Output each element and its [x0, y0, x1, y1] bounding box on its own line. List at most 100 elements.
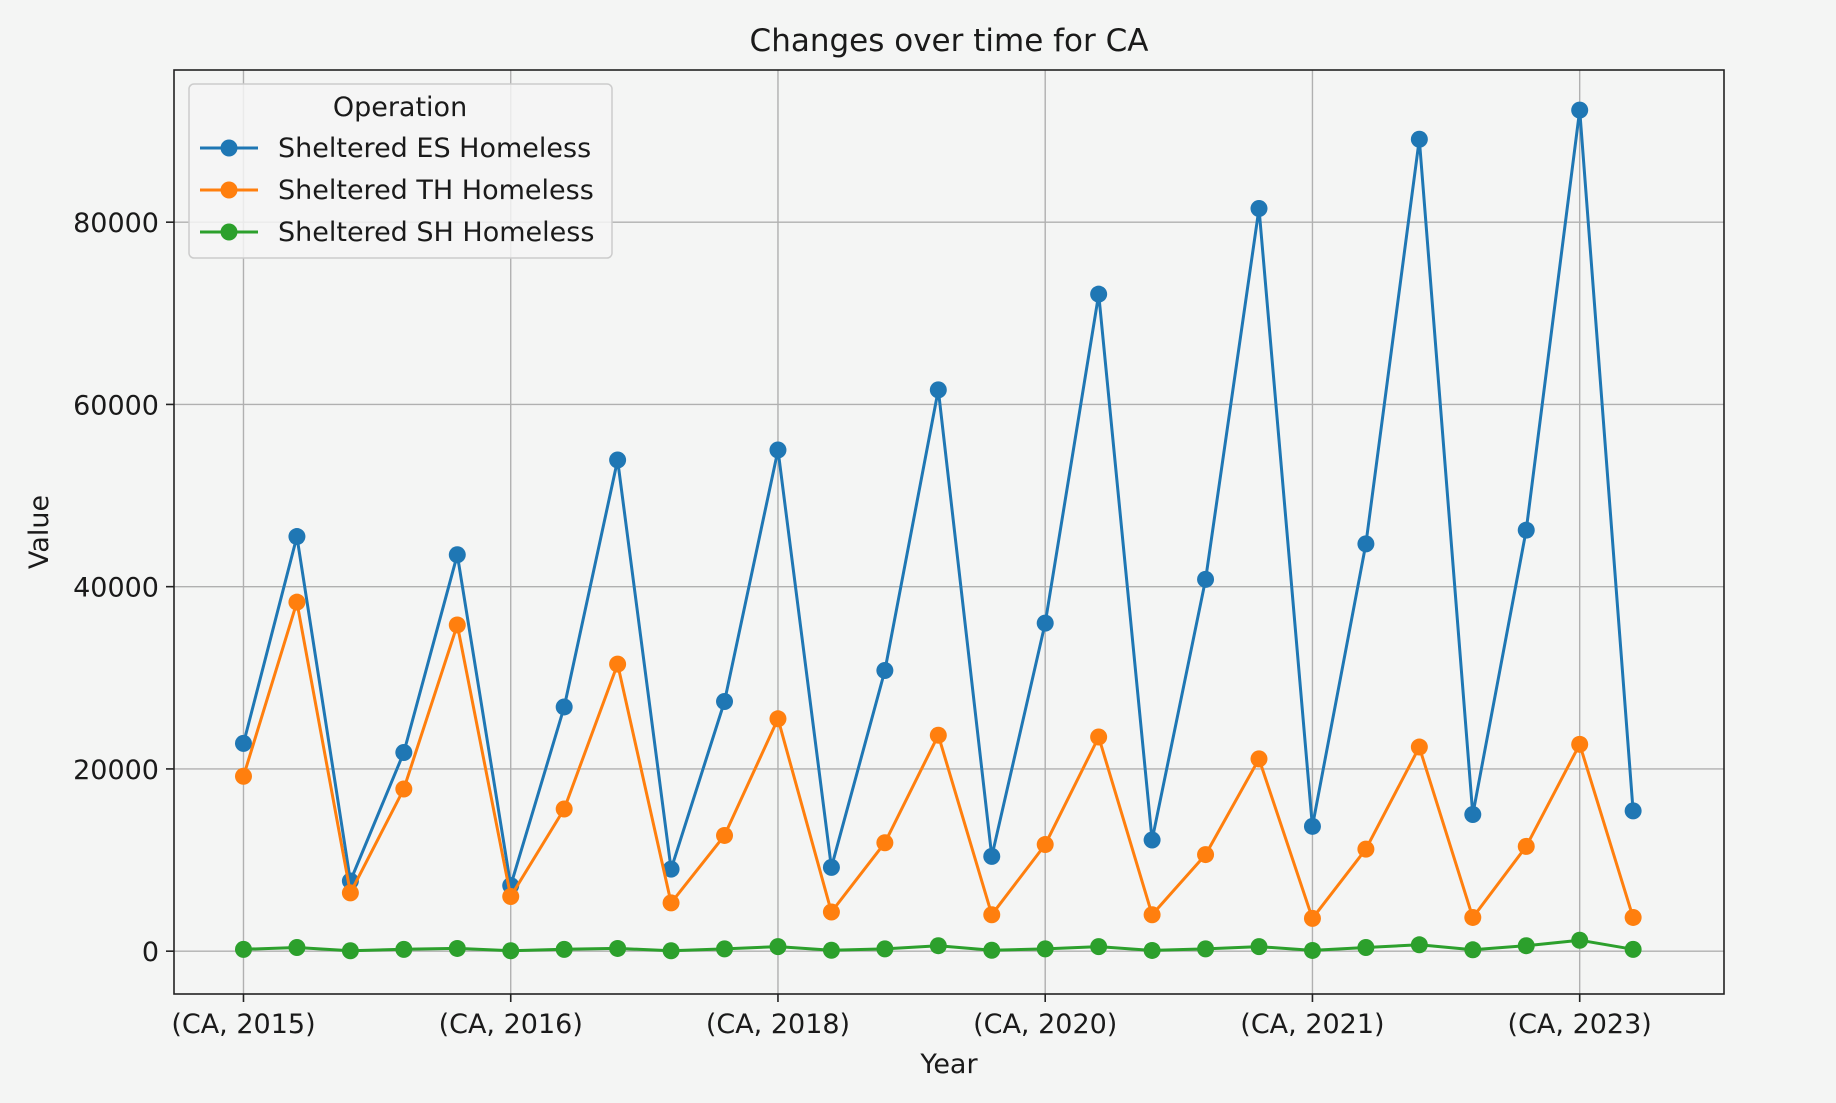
data-point: [1517, 837, 1535, 855]
data-point: [1410, 738, 1428, 756]
y-axis-ticks: 0 20000 40000 60000 80000: [73, 208, 174, 968]
data-point: [1357, 939, 1375, 957]
x-axis-label: Year: [919, 1049, 978, 1080]
data-point: [448, 616, 466, 634]
data-point: [1090, 728, 1108, 746]
x-tick-label: (CA, 2018): [706, 1009, 850, 1040]
data-point: [929, 381, 947, 399]
data-point: [662, 894, 680, 912]
data-point: [929, 937, 947, 955]
y-tick-label: 80000: [73, 208, 159, 239]
data-point: [983, 847, 1001, 865]
data-point: [395, 780, 413, 798]
data-point: [662, 942, 680, 960]
data-point: [769, 441, 787, 459]
legend-title: Operation: [333, 92, 467, 123]
data-point: [876, 662, 894, 680]
data-point: [609, 655, 627, 673]
data-point: [1143, 906, 1161, 924]
data-point: [1624, 802, 1642, 820]
data-point: [822, 903, 840, 921]
data-point: [1197, 846, 1215, 864]
x-tick-label: (CA, 2015): [171, 1009, 315, 1040]
y-tick-label: 20000: [73, 755, 159, 786]
data-point: [983, 906, 1001, 924]
legend: Operation Sheltered ES Homeless Sheltered…: [188, 83, 613, 259]
data-point: [983, 941, 1001, 959]
data-point: [341, 942, 359, 960]
data-point: [876, 940, 894, 958]
data-point: [1410, 936, 1428, 954]
data-point: [288, 939, 306, 957]
data-point: [395, 744, 413, 762]
data-point: [1090, 285, 1108, 303]
data-point: [609, 939, 627, 957]
data-point: [234, 767, 252, 785]
series-1: [234, 593, 1642, 927]
data-point: [341, 884, 359, 902]
data-point: [395, 940, 413, 958]
data-point: [1036, 940, 1054, 958]
data-point: [1250, 750, 1268, 768]
data-point: [1036, 836, 1054, 854]
x-axis-ticks: (CA, 2015) (CA, 2016) (CA, 2018) (CA, 2020)…: [171, 994, 1652, 1040]
data-point: [822, 941, 840, 959]
x-tick-label: (CA, 2023): [1508, 1009, 1652, 1040]
data-point: [234, 734, 252, 752]
y-tick-label: 60000: [73, 390, 159, 421]
data-point: [555, 800, 573, 818]
data-point: [1571, 735, 1589, 753]
data-point: [502, 942, 520, 960]
data-point: [1517, 521, 1535, 539]
data-point: [1624, 908, 1642, 926]
data-point: [1464, 908, 1482, 926]
chart-title: Changes over time for CA: [750, 23, 1149, 59]
data-point: [1571, 931, 1589, 949]
x-tick-label: (CA, 2021): [1240, 1009, 1384, 1040]
data-point: [769, 710, 787, 728]
data-point: [822, 858, 840, 876]
legend-entry: Sheltered ES Homeless: [200, 133, 591, 164]
data-point: [769, 938, 787, 956]
data-point: [716, 692, 734, 710]
series-2: [234, 931, 1642, 960]
data-point: [1250, 938, 1268, 956]
data-point: [288, 593, 306, 611]
data-point: [716, 826, 734, 844]
data-point: [1090, 938, 1108, 956]
data-point: [1303, 941, 1321, 959]
legend-box: [188, 83, 613, 259]
legend-marker: [220, 181, 238, 199]
data-point: [929, 726, 947, 744]
data-point: [502, 887, 520, 905]
data-point: [1250, 200, 1268, 218]
data-point: [288, 528, 306, 546]
data-point: [662, 860, 680, 878]
data-point: [1357, 840, 1375, 858]
plot-frame: [173, 69, 1725, 995]
legend-entry: Sheltered SH Homeless: [200, 217, 594, 248]
data-point: [555, 698, 573, 716]
data-point: [1303, 817, 1321, 835]
x-tick-label: (CA, 2016): [439, 1009, 583, 1040]
legend-label: Sheltered ES Homeless: [278, 133, 591, 164]
data-point: [876, 834, 894, 852]
series-layer: [234, 101, 1642, 960]
y-tick-label: 40000: [73, 573, 159, 604]
data-point: [555, 940, 573, 958]
data-point: [1036, 614, 1054, 632]
data-point: [1357, 535, 1375, 553]
data-point: [1143, 831, 1161, 849]
data-point: [1410, 130, 1428, 148]
data-point: [1197, 570, 1215, 588]
data-point: [1197, 940, 1215, 958]
legend-label: Sheltered SH Homeless: [278, 217, 594, 248]
y-tick-label: 0: [142, 937, 159, 968]
legend-entry: Sheltered TH Homeless: [200, 175, 594, 206]
legend-marker: [220, 223, 238, 241]
legend-marker: [220, 139, 238, 157]
data-point: [609, 451, 627, 469]
data-point: [1143, 941, 1161, 959]
data-point: [1517, 937, 1535, 955]
